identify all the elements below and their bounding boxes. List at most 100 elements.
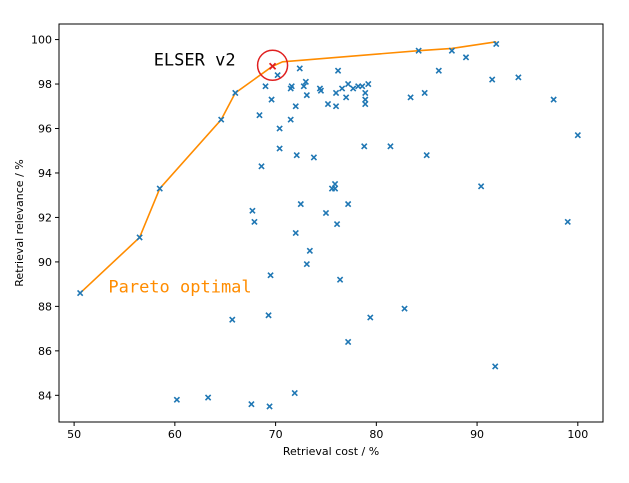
x-tick-label: 50: [67, 428, 81, 441]
data-point: [268, 96, 275, 103]
data-point: [334, 67, 342, 74]
y-axis-label: Retrieval relevance / %: [13, 159, 26, 286]
data-point: [344, 200, 352, 208]
data-point: [297, 200, 304, 208]
plot-area: [58, 23, 604, 423]
data-point: [336, 276, 344, 283]
data-point: [256, 111, 263, 119]
data-point: [310, 154, 318, 161]
data-point: [333, 220, 341, 228]
data-point: [76, 289, 84, 297]
annotations: ELSER v2 Pareto optimal: [108, 51, 251, 298]
data-point: [415, 47, 422, 54]
data-point: [448, 47, 456, 54]
data-point: [574, 132, 581, 139]
data-point: [359, 83, 366, 90]
y-tick-label: 100: [31, 34, 52, 47]
data-point: [229, 316, 236, 323]
y-tick-label: 86: [38, 345, 52, 358]
data-point: [288, 83, 295, 90]
data-point: [266, 403, 273, 410]
x-tick-label: 60: [168, 428, 182, 441]
highlight-circle: [256, 49, 289, 81]
data-point: [344, 338, 352, 346]
data-point: [276, 145, 283, 152]
y-tick-label: 84: [38, 389, 52, 402]
data-point: [362, 100, 369, 108]
data-point: [306, 247, 314, 254]
data-point: [365, 80, 372, 88]
y-tick-label: 90: [38, 256, 52, 269]
y-tick-label: 98: [38, 78, 52, 91]
data-point: [361, 143, 368, 150]
data-point: [296, 65, 303, 72]
data-point: [367, 314, 374, 321]
x-tick-label: 80: [369, 428, 383, 441]
data-point: [287, 116, 294, 123]
data-point: [262, 83, 269, 90]
data-point: [204, 394, 212, 401]
data-point: [435, 67, 442, 74]
data-point: [300, 83, 307, 90]
data-point: [232, 89, 239, 97]
data-point: [249, 207, 256, 214]
y-axis: 84 86 88 90 92 94 96 98 100: [31, 34, 59, 402]
annotation-label: ELSER v2: [154, 51, 236, 71]
data-point: [291, 389, 298, 397]
y-tick-label: 94: [38, 167, 52, 180]
data-point: [267, 272, 274, 279]
pareto-front: [79, 40, 497, 294]
data-point: [302, 78, 309, 85]
data-point: [292, 229, 299, 237]
data-point: [276, 125, 283, 132]
data-point: [303, 91, 310, 99]
data-point: [303, 260, 310, 268]
data-point: [342, 94, 350, 101]
data-point: [156, 185, 163, 192]
data-point: [489, 76, 496, 83]
x-tick-label: 100: [567, 428, 588, 441]
data-point: [265, 312, 272, 319]
x-axis-label: Retrieval cost / %: [283, 445, 379, 458]
y-tick-label: 88: [38, 300, 52, 313]
data-point: [362, 89, 369, 97]
data-point: [332, 89, 340, 97]
data-point: [564, 218, 571, 226]
data-point: [401, 305, 408, 312]
data-point: [515, 74, 522, 81]
data-point: [136, 234, 143, 241]
data-point: [493, 40, 500, 48]
data-point: [317, 87, 325, 94]
x-tick-label: 90: [470, 428, 484, 441]
data-points: [76, 40, 581, 410]
data-point: [248, 401, 255, 408]
y-tick-label: 96: [38, 123, 52, 136]
data-point: [251, 218, 258, 226]
data-point: [274, 71, 281, 79]
data-point: [387, 143, 394, 150]
data-point: [407, 94, 414, 101]
annotation-label: Pareto optimal: [108, 277, 251, 297]
data-point: [324, 100, 332, 108]
data-point: [462, 54, 470, 61]
data-point: [492, 363, 499, 370]
data-point: [332, 103, 340, 110]
data-point: [421, 89, 428, 97]
y-tick-label: 92: [38, 211, 52, 224]
data-point: [550, 96, 557, 103]
data-point: [477, 183, 485, 190]
data-point: [218, 116, 225, 123]
data-point: [258, 163, 265, 170]
data-point: [322, 209, 330, 217]
highlight-point: [268, 62, 277, 70]
data-point: [173, 396, 181, 403]
pareto-line: [79, 40, 497, 294]
data-point: [338, 85, 346, 92]
data-point: [344, 80, 352, 88]
x-axis: 50 60 70 80 90 100: [67, 422, 588, 441]
data-point: [292, 103, 299, 110]
x-tick-label: 70: [269, 428, 283, 441]
data-point: [349, 85, 357, 92]
data-point: [423, 152, 430, 159]
